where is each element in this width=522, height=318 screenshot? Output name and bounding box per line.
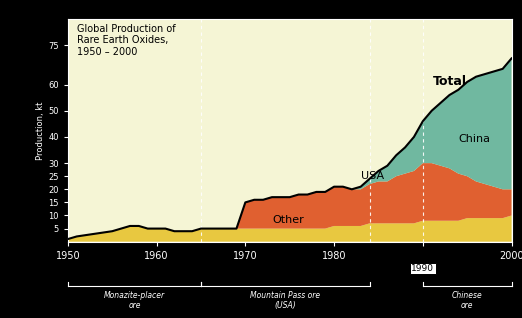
Y-axis label: Production, kt: Production, kt: [37, 101, 45, 160]
Text: USA: USA: [361, 171, 384, 181]
Text: China: China: [458, 134, 490, 144]
Text: Other: Other: [272, 215, 304, 225]
Text: 1990: 1990: [411, 264, 434, 273]
Text: Chinese
ore: Chinese ore: [452, 291, 482, 310]
Text: Total: Total: [432, 74, 467, 87]
Text: Mountain Pass ore
(USA): Mountain Pass ore (USA): [250, 291, 321, 310]
Text: Monazite-placer
ore: Monazite-placer ore: [104, 291, 165, 310]
Text: Global Production of
Rare Earth Oxides,
1950 – 2000: Global Production of Rare Earth Oxides, …: [77, 24, 175, 57]
